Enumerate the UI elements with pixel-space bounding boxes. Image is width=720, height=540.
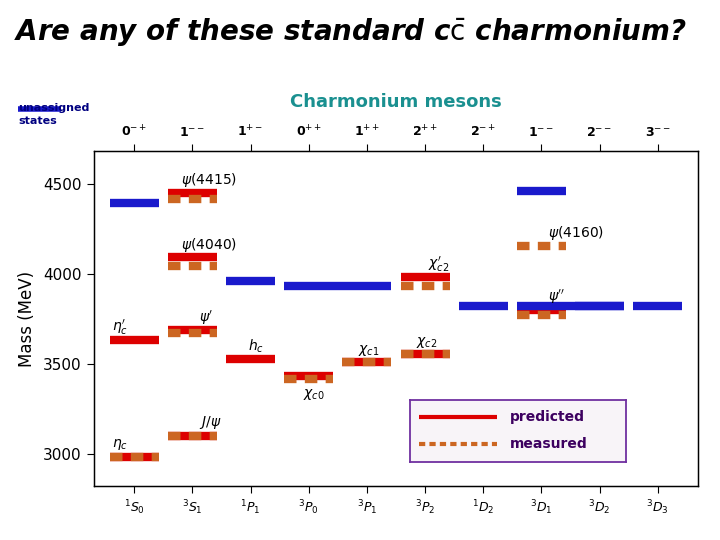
Text: $\eta_c$: $\eta_c$ xyxy=(112,437,128,452)
Text: $h_c$: $h_c$ xyxy=(248,338,264,355)
Text: predicted: predicted xyxy=(510,410,585,424)
Text: $\psi(4415)$: $\psi(4415)$ xyxy=(181,171,237,189)
Text: $\psi(4040)$: $\psi(4040)$ xyxy=(181,236,237,254)
Text: $\chi_{c2}'$: $\chi_{c2}'$ xyxy=(428,254,449,274)
Text: unassigned: unassigned xyxy=(18,103,89,113)
Text: $\eta_c'$: $\eta_c'$ xyxy=(112,318,128,336)
Text: Charmonium mesons: Charmonium mesons xyxy=(290,93,502,111)
Y-axis label: Mass (MeV): Mass (MeV) xyxy=(18,271,36,367)
Text: $\psi'$: $\psi'$ xyxy=(199,308,214,327)
Text: $\psi(4160)$: $\psi(4160)$ xyxy=(549,225,604,242)
Text: $\chi_{c2}$: $\chi_{c2}$ xyxy=(416,335,438,350)
Text: $\chi_{c0}$: $\chi_{c0}$ xyxy=(303,387,325,402)
Text: states: states xyxy=(18,117,57,126)
Text: measured: measured xyxy=(510,437,588,451)
Text: $J/\psi$: $J/\psi$ xyxy=(199,414,222,431)
Text: $\psi''$: $\psi''$ xyxy=(549,288,565,306)
Text: $\chi_{c1}$: $\chi_{c1}$ xyxy=(359,343,379,358)
Text: Are any of these standard c$\bar{\mathrm{c}}$ charmonium?: Are any of these standard c$\bar{\mathrm… xyxy=(14,16,687,48)
